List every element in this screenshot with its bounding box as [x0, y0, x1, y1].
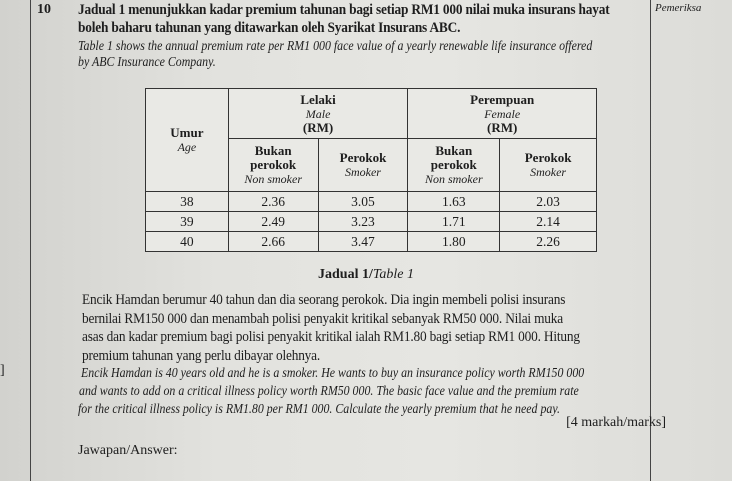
header-female-nonsmoker: Bukan perokok Non smoker — [407, 138, 501, 192]
answer-label: Jawapan/Answer: — [78, 443, 178, 458]
problem-ms-line: premium tahunan yang perlu dibayar olehn… — [82, 348, 321, 364]
table-caption: Jadual 1/Table 1 — [318, 267, 414, 282]
header-male: Lelaki Male (RM) — [227, 88, 409, 139]
header-female: Perempuan Female (RM) — [407, 88, 597, 139]
premium-rate-table: Umur Age Lelaki Male (RM) Perempuan Female (R… — [145, 88, 597, 252]
table-row: 38 2.36 3.05 1.63 2.03 — [145, 191, 597, 212]
examiner-label: Pemeriksa — [655, 2, 702, 14]
cell-female-nonsmoker: 1.71 — [407, 211, 501, 232]
cell-male-smoker: 3.05 — [317, 191, 409, 212]
left-margin-line — [30, 0, 31, 481]
cell-male-nonsmoker: 2.49 — [227, 211, 319, 232]
question-number: 10 — [37, 2, 51, 17]
header-male-smoker: Perokok Smoker — [317, 138, 409, 192]
cell-male-nonsmoker: 2.66 — [227, 231, 319, 252]
problem-ms-line: asas dan kadar premium bagi polisi penya… — [82, 329, 580, 345]
marks-label: [4 markah/marks] — [566, 415, 666, 430]
header-age: Umur Age — [145, 88, 229, 192]
cell-female-nonsmoker: 1.80 — [407, 231, 501, 252]
cell-age: 38 — [145, 191, 229, 212]
cell-male-smoker: 3.47 — [317, 231, 409, 252]
table-row: 40 2.66 3.47 1.80 2.26 — [145, 231, 597, 252]
cell-female-smoker: 2.26 — [499, 231, 597, 252]
margin-bracket: ] — [0, 363, 5, 378]
header-male-nonsmoker: Bukan perokok Non smoker — [227, 138, 319, 192]
problem-ms-line: bernilai RM150 000 dan menambah polisi p… — [82, 311, 564, 327]
problem-ms-line: Encik Hamdan berumur 40 tahun dan dia se… — [82, 292, 566, 308]
cell-male-smoker: 3.23 — [317, 211, 409, 232]
cell-female-smoker: 2.14 — [499, 211, 597, 232]
problem-en-line: Encik Hamdan is 40 years old and he is a… — [81, 365, 585, 380]
problem-en-line: and wants to add on a critical illness p… — [79, 383, 579, 398]
problem-en-line: for the critical illness policy is RM1.8… — [78, 401, 560, 416]
cell-female-nonsmoker: 1.63 — [407, 191, 501, 212]
cell-female-smoker: 2.03 — [499, 191, 597, 212]
question-text-en-line: by ABC Insurance Company. — [78, 54, 216, 69]
question-text-ms-line: Jadual 1 menunjukkan kadar premium tahun… — [78, 2, 610, 18]
table-row: 39 2.49 3.23 1.71 2.14 — [145, 211, 597, 232]
cell-age: 40 — [145, 231, 229, 252]
cell-age: 39 — [145, 211, 229, 232]
cell-male-nonsmoker: 2.36 — [227, 191, 319, 212]
question-text-en-line: Table 1 shows the annual premium rate pe… — [78, 38, 593, 53]
question-text-ms-line: boleh baharu tahunan yang ditawarkan ole… — [78, 20, 461, 36]
examiner-margin-line — [650, 0, 651, 481]
header-female-smoker: Perokok Smoker — [499, 138, 597, 192]
